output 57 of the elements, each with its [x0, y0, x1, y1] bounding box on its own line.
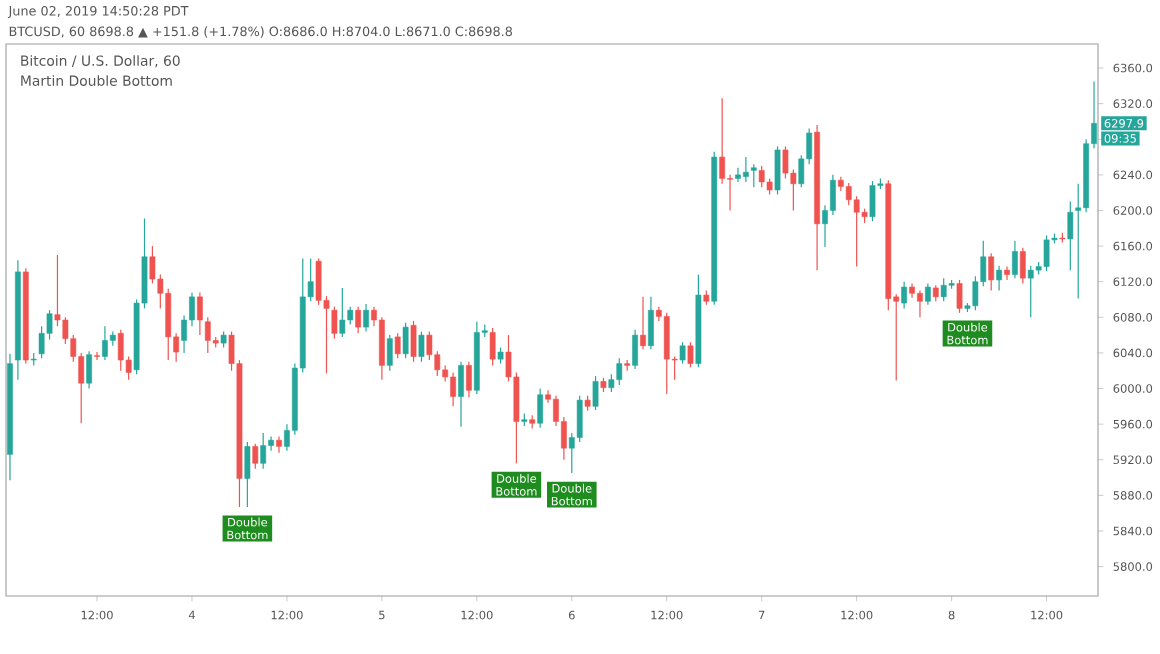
candlestick: [774, 145, 781, 196]
candlestick: [355, 306, 362, 334]
candlestick: [687, 341, 694, 368]
candlestick: [331, 306, 338, 340]
candlestick: [86, 350, 92, 390]
candlestick: [410, 320, 417, 363]
candlestick: [197, 291, 203, 336]
candlestick: [204, 316, 211, 354]
candlestick: [379, 316, 385, 381]
candlestick: [402, 322, 409, 359]
candlestick: [924, 282, 931, 306]
candlestick: [845, 182, 852, 206]
candlestick: [466, 361, 472, 399]
candlestick: [996, 265, 1002, 292]
candlestick: [418, 330, 425, 363]
candlestick: [830, 174, 836, 216]
candlestick: [640, 296, 646, 350]
candlestick: [117, 329, 124, 372]
candlestick: [901, 281, 908, 310]
candlestick: [450, 371, 456, 407]
candlestick: [869, 180, 876, 222]
candlestick: [750, 163, 757, 188]
candlestick: [735, 167, 741, 183]
candlestick: [940, 277, 947, 302]
candlestick: [782, 145, 789, 180]
candlestick: [252, 443, 259, 470]
candlestick: [663, 312, 670, 395]
candlestick: [679, 341, 686, 365]
candlestick: [315, 257, 322, 306]
candlestick: [458, 361, 464, 428]
candlestick: [94, 351, 100, 361]
candlestick: [1019, 247, 1026, 285]
candlestick: [386, 334, 393, 372]
candlestick: [363, 303, 369, 333]
candlestick: [276, 436, 282, 454]
candlestick: [1027, 265, 1034, 318]
candlestick: [1012, 240, 1018, 279]
candlestick: [758, 165, 765, 188]
candlestick: [616, 357, 623, 386]
candlestick: [917, 290, 923, 318]
candlestick: [956, 279, 963, 314]
candlestick: [719, 97, 726, 185]
candlestick: [592, 375, 599, 411]
candlestick: [648, 296, 654, 350]
candlestick: [632, 329, 638, 370]
candlestick: [576, 395, 583, 443]
candlestick: [743, 156, 749, 183]
candlestick: [489, 327, 496, 366]
candlestick: [1043, 234, 1050, 272]
candlestick: [537, 387, 544, 429]
candlestick: [260, 432, 267, 470]
candlestick: [1067, 200, 1074, 271]
candlestick: [102, 325, 108, 361]
candlestick: [394, 332, 401, 359]
candlestick: [339, 287, 346, 338]
candlestick: [988, 252, 995, 292]
candlestick: [244, 441, 251, 508]
